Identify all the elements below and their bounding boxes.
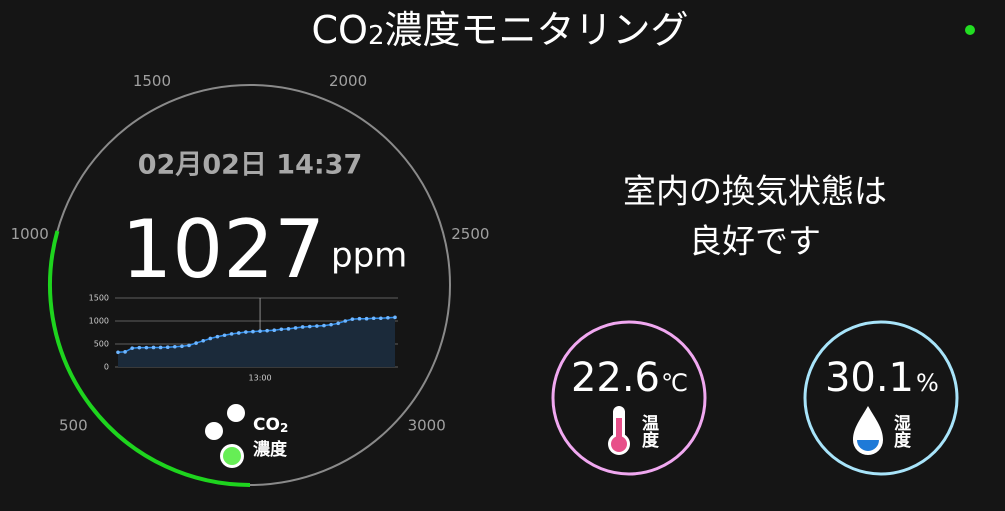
- humidity-ring: [803, 320, 959, 476]
- gauge-tick-label: 1000: [11, 225, 49, 243]
- gauge-tick-label: 1500: [133, 72, 171, 90]
- gauge-arc: [48, 230, 251, 487]
- humidity-unit: %: [916, 369, 939, 397]
- temperature-unit: ℃: [661, 369, 688, 397]
- point: [272, 328, 277, 333]
- gauge-tick-label: 3000: [408, 416, 446, 434]
- point: [236, 331, 241, 335]
- temperature-ring: [551, 320, 707, 476]
- point: [307, 324, 312, 329]
- point: [130, 346, 135, 350]
- point: [251, 329, 255, 334]
- point: [158, 345, 163, 350]
- humidity-label: 湿度: [890, 414, 911, 449]
- humidity-value: 30.1: [825, 355, 914, 401]
- point: [116, 350, 120, 355]
- co2-value: 1027: [121, 203, 325, 296]
- y-tick-label: 0: [104, 363, 109, 372]
- gauge-tick-label: 2000: [329, 72, 367, 90]
- status-line: 良好です: [689, 222, 821, 261]
- point: [265, 328, 269, 333]
- legend-label: CO2: [253, 415, 288, 435]
- gauge-tick-label: 2500: [451, 225, 489, 243]
- point: [144, 345, 149, 350]
- area: [118, 317, 395, 367]
- y-tick-label: 1000: [89, 317, 109, 326]
- legend-main: CO: [253, 415, 280, 435]
- point: [286, 327, 291, 331]
- point: [350, 317, 355, 321]
- legend-dot: [223, 447, 241, 465]
- legend-rest: 濃度: [253, 439, 288, 460]
- co2-unit: ppm: [331, 236, 407, 276]
- point: [244, 330, 248, 334]
- point: [222, 333, 227, 338]
- point: [300, 325, 305, 329]
- legend-subscript: 2: [280, 421, 288, 435]
- point: [329, 322, 333, 327]
- point: [229, 332, 234, 336]
- legend-bubble: [227, 404, 245, 422]
- x-tick-label: 13:00: [249, 374, 272, 383]
- point: [357, 316, 362, 321]
- point: [371, 316, 376, 321]
- point: [151, 345, 156, 350]
- temperature-label: 温度: [638, 414, 659, 449]
- point: [208, 336, 213, 341]
- y-tick-label: 1500: [89, 294, 109, 303]
- temperature-value: 22.6: [571, 355, 660, 401]
- title-rest: 濃度モニタリング: [384, 8, 688, 52]
- point: [386, 315, 390, 320]
- line: [117, 316, 396, 354]
- point: [137, 345, 142, 350]
- point: [322, 323, 326, 328]
- point: [194, 341, 198, 345]
- point: [315, 324, 319, 328]
- gauge-tick-label: 500: [59, 416, 88, 434]
- point: [173, 344, 177, 349]
- title-main: CO: [311, 8, 367, 52]
- title-subscript: 2: [368, 21, 385, 51]
- y-tick-label: 500: [94, 340, 109, 349]
- point: [165, 345, 170, 350]
- title: CO2濃度モニタリング: [311, 8, 688, 52]
- point: [393, 315, 397, 320]
- datetime: 02月02日 14:37: [138, 150, 363, 181]
- status-dot: [965, 25, 975, 35]
- point: [123, 350, 127, 354]
- point: [364, 316, 369, 321]
- point: [343, 319, 348, 323]
- point: [215, 334, 220, 339]
- droplet-icon: [853, 406, 883, 455]
- point: [279, 327, 284, 332]
- point: [336, 321, 340, 326]
- point: [378, 316, 383, 321]
- point: [258, 329, 262, 333]
- legend-bubble: [205, 422, 223, 440]
- point: [293, 326, 298, 330]
- status-line: 室内の換気状態は: [623, 172, 887, 211]
- point: [201, 338, 206, 343]
- point: [180, 344, 184, 349]
- thermometer-icon: [608, 406, 630, 455]
- point: [187, 343, 191, 348]
